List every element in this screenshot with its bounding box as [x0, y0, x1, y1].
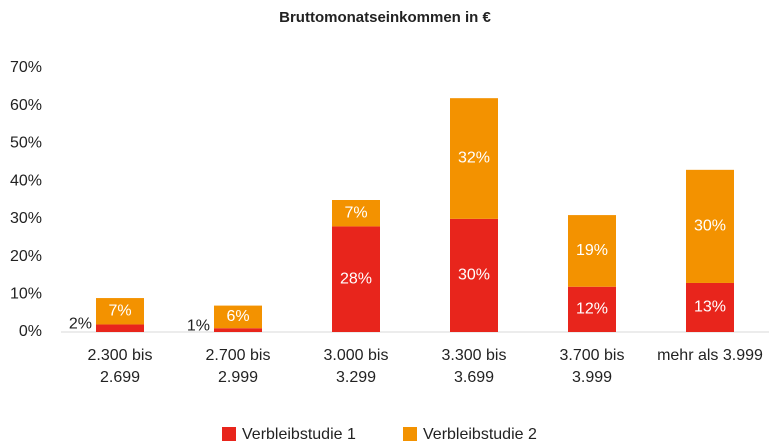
x-tick-label: 3.300 bis — [442, 347, 507, 364]
x-tick-label: 3.699 — [454, 369, 494, 386]
bar-segment — [450, 98, 498, 219]
x-tick-label: 3.299 — [336, 369, 376, 386]
legend-label: Verbleibstudie 2 — [423, 426, 537, 443]
bar-segment — [214, 328, 262, 332]
bar-segment — [568, 215, 616, 287]
data-label: 28% — [340, 270, 372, 287]
legend-swatch — [222, 427, 236, 441]
data-label: 30% — [694, 218, 726, 235]
bar-segment — [214, 305, 262, 329]
bar-segment — [332, 200, 380, 227]
data-label: 30% — [458, 267, 490, 284]
y-tick-label: 40% — [10, 172, 42, 189]
y-tick-label: 10% — [10, 286, 42, 303]
data-label: 32% — [458, 150, 490, 167]
chart-title: Bruttomonatseinkommen in € — [279, 9, 491, 26]
data-label: 19% — [576, 242, 608, 259]
y-tick-label: 60% — [10, 97, 42, 114]
bar-segment — [568, 286, 616, 332]
bar-segment — [686, 169, 734, 283]
bar-segment — [450, 218, 498, 332]
y-tick-label: 70% — [10, 59, 42, 76]
data-label: 6% — [226, 308, 249, 325]
x-tick-label: mehr als 3.999 — [657, 347, 763, 364]
y-tick-label: 20% — [10, 248, 42, 265]
y-tick-label: 30% — [10, 210, 42, 227]
x-tick-label: 3.000 bis — [324, 347, 389, 364]
x-tick-label: 2.699 — [100, 369, 140, 386]
data-label: 7% — [108, 302, 131, 319]
x-tick-label: 3.999 — [572, 369, 612, 386]
data-label: 12% — [576, 301, 608, 318]
y-tick-label: 0% — [19, 323, 42, 340]
x-tick-label: 2.999 — [218, 369, 258, 386]
data-label: 7% — [344, 204, 367, 221]
bar-segment — [96, 324, 144, 332]
legend-label: Verbleibstudie 1 — [242, 426, 356, 443]
data-label: 13% — [694, 299, 726, 316]
x-tick-label: 2.700 bis — [206, 347, 271, 364]
bar-segment — [332, 226, 380, 332]
legend-swatch — [403, 427, 417, 441]
y-tick-label: 50% — [10, 135, 42, 152]
data-label: 2% — [69, 315, 92, 332]
bar-segment — [686, 282, 734, 332]
x-tick-label: 3.700 bis — [560, 347, 625, 364]
data-label: 1% — [187, 317, 210, 334]
x-tick-label: 2.300 bis — [88, 347, 153, 364]
bar-segment — [96, 298, 144, 325]
